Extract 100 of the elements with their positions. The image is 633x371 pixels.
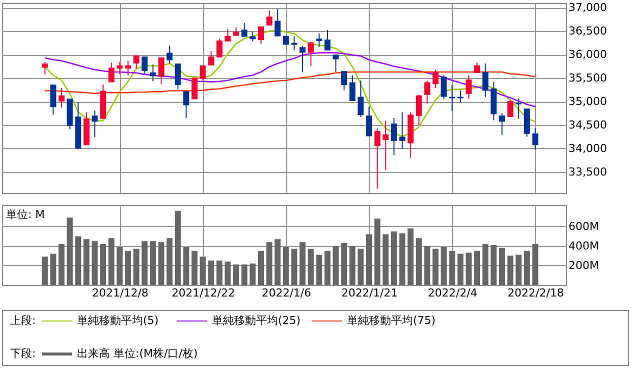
candlestick — [432, 69, 439, 88]
bar — [349, 246, 356, 285]
bar — [233, 264, 240, 285]
candlestick — [50, 84, 56, 116]
y-tick-label: 36,000 — [568, 48, 607, 62]
bar — [300, 242, 306, 285]
bar — [466, 252, 472, 285]
candlestick — [507, 100, 514, 118]
bar — [191, 250, 198, 285]
candlestick — [266, 10, 272, 26]
bar — [482, 244, 488, 285]
bar — [58, 244, 65, 285]
bar — [457, 254, 464, 285]
bar — [274, 239, 281, 285]
bar — [266, 242, 272, 285]
bar — [174, 210, 181, 285]
bar — [116, 246, 123, 285]
candlestick — [332, 54, 339, 72]
bar — [92, 241, 98, 285]
bar — [532, 244, 538, 285]
candlestick — [241, 22, 248, 38]
legend-label: 単純移動平均(5) — [77, 314, 159, 327]
bar — [250, 264, 256, 285]
y-tick-label: 600M — [568, 220, 599, 233]
candlestick — [133, 55, 140, 70]
bar — [282, 246, 289, 285]
bar — [498, 248, 505, 285]
bar — [42, 256, 48, 285]
bar — [133, 248, 140, 285]
y-tick-label: 37,000 — [568, 1, 607, 14]
bar — [516, 254, 522, 285]
x-tick-label: 2021/12/8 — [92, 286, 148, 300]
candlestick — [58, 87, 65, 108]
candlestick — [498, 112, 505, 136]
candlestick — [308, 41, 314, 66]
x-tick-label: 2022/2/4 — [428, 286, 478, 300]
candlestick — [440, 74, 447, 100]
candlestick — [291, 36, 298, 51]
bar — [390, 231, 397, 285]
x-tick-label: 2022/2/18 — [508, 286, 564, 300]
bar — [216, 260, 222, 285]
bar — [408, 228, 414, 285]
y-tick-label: 34,500 — [568, 118, 607, 132]
candlestick — [208, 50, 214, 66]
bar — [432, 248, 439, 285]
bar — [75, 236, 82, 285]
bar — [241, 264, 248, 285]
candlestick — [324, 30, 330, 51]
bar — [440, 246, 447, 285]
bar — [108, 238, 114, 285]
candlestick — [42, 62, 48, 75]
text: 下段: — [10, 347, 36, 360]
bar — [183, 246, 190, 285]
bar — [83, 239, 90, 285]
bar — [374, 218, 380, 285]
candlestick — [183, 90, 190, 118]
bar — [158, 242, 164, 285]
y-tick-label: 33,500 — [568, 165, 607, 178]
candlestick — [516, 98, 522, 120]
bar — [208, 260, 214, 285]
bar — [100, 244, 106, 285]
x-tick-label: 2021/12/22 — [172, 286, 236, 300]
x-tick-label: 2022/1/6 — [262, 286, 312, 300]
bar — [507, 256, 514, 285]
bar — [200, 256, 206, 285]
candlestick — [416, 94, 422, 126]
bar — [66, 218, 73, 285]
candlestick — [158, 56, 164, 85]
y-tick-label: 34,000 — [568, 142, 607, 155]
candlestick — [274, 8, 281, 37]
x-tick-label: 2022/1/21 — [341, 286, 398, 300]
candlestick — [358, 80, 364, 118]
candlestick — [200, 64, 206, 81]
bar — [150, 241, 156, 285]
candlestick — [399, 112, 406, 150]
bar — [366, 234, 372, 285]
bar — [308, 248, 314, 285]
candlestick — [224, 28, 231, 42]
bar — [424, 246, 430, 285]
y-tick-label: 400M — [568, 239, 599, 252]
candlestick — [374, 128, 380, 190]
bar — [166, 238, 173, 285]
bar — [341, 243, 348, 285]
candlestick — [142, 56, 148, 74]
candlestick — [174, 63, 181, 90]
candlestick — [349, 74, 356, 102]
candlestick — [382, 120, 389, 171]
bar — [332, 246, 339, 285]
y-axis-title: 単位: M — [6, 208, 45, 221]
candlestick — [466, 74, 472, 100]
candlestick — [366, 106, 372, 137]
bar — [382, 234, 389, 285]
candlestick — [92, 110, 98, 138]
bar — [291, 248, 298, 285]
candlestick — [532, 128, 538, 150]
candlestick — [390, 117, 397, 156]
bar — [316, 254, 322, 285]
bar — [358, 248, 364, 285]
bar — [258, 250, 264, 285]
bar — [324, 250, 330, 285]
